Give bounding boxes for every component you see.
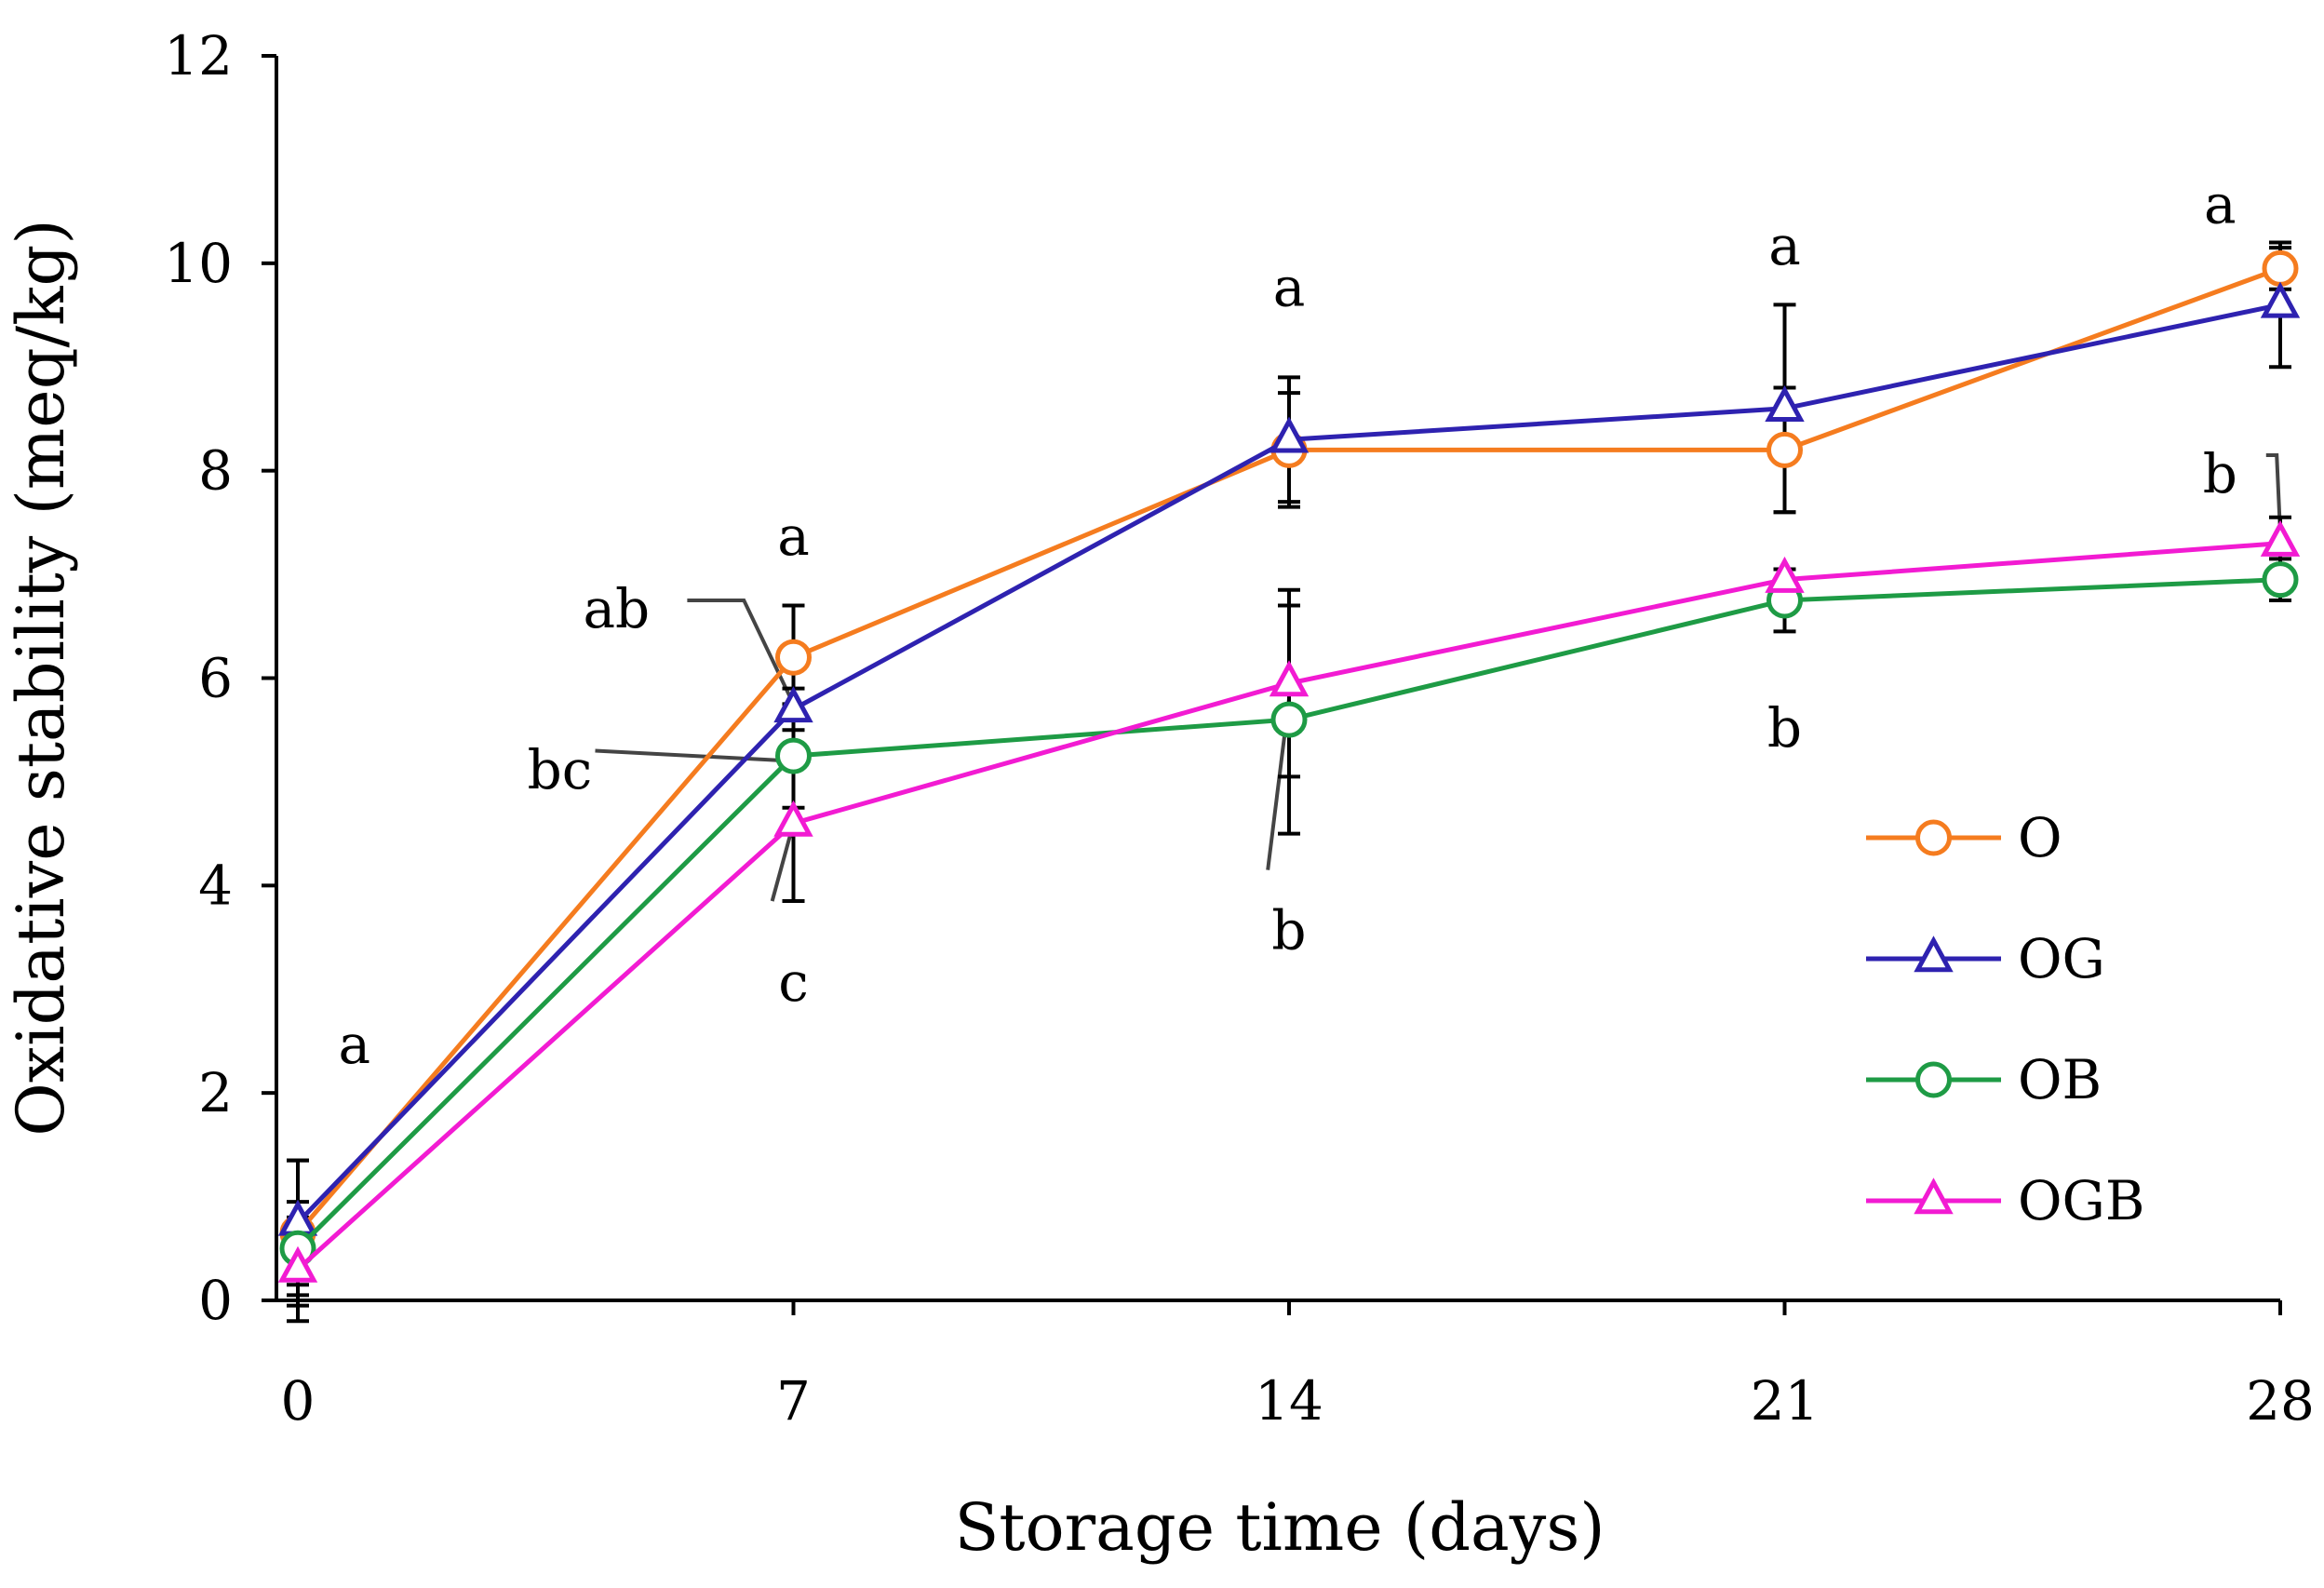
y-tick-label: 12 bbox=[164, 24, 233, 87]
legend-item-OB: OB bbox=[1866, 1048, 2102, 1111]
series-OGB bbox=[277, 519, 2301, 1283]
y-tick-label: 10 bbox=[164, 232, 233, 295]
y-tick-label: 8 bbox=[198, 439, 233, 503]
x-axis-title: Storage time (days) bbox=[954, 1489, 1605, 1566]
callout-line bbox=[595, 748, 794, 763]
significance-label: a bbox=[1273, 256, 1306, 319]
series-OB bbox=[279, 561, 2299, 1267]
legend-item-OG: OG bbox=[1866, 927, 2105, 990]
x-tick-label: 7 bbox=[776, 1369, 811, 1433]
y-axis-title: Oxidative stability (meq/kg) bbox=[3, 219, 79, 1136]
data-point-OB bbox=[775, 737, 812, 774]
legend-label: OB bbox=[2018, 1048, 2102, 1111]
y-tick-label: 2 bbox=[198, 1061, 233, 1124]
legend: O OG OB OGB bbox=[1866, 806, 2145, 1232]
x-tick-label: 14 bbox=[1255, 1369, 1323, 1433]
series-OG bbox=[277, 281, 2301, 1236]
significance-label: c bbox=[778, 950, 808, 1014]
legend-item-O: O bbox=[1866, 806, 2062, 869]
significance-label: a bbox=[1768, 214, 1801, 277]
x-tick-label: 28 bbox=[2246, 1369, 2315, 1433]
y-axis-ticks: 0 2 4 6 8 10 12 bbox=[164, 24, 276, 1332]
significance-label: b bbox=[1767, 696, 1802, 760]
legend-label: OG bbox=[2018, 927, 2105, 990]
legend-marker bbox=[1914, 1178, 1954, 1215]
significance-label: b bbox=[1271, 898, 1306, 962]
data-point-OB bbox=[2262, 561, 2299, 599]
y-tick-label: 4 bbox=[198, 854, 233, 917]
data-point-OGB bbox=[1765, 556, 1805, 593]
data-point-OGB bbox=[773, 800, 813, 837]
data-point-OG bbox=[2260, 281, 2301, 318]
y-tick-label: 6 bbox=[198, 647, 233, 710]
data-point-OGB bbox=[2260, 519, 2301, 557]
significance-label: b bbox=[2203, 442, 2237, 505]
legend-marker bbox=[1915, 819, 1952, 856]
data-point-O bbox=[1767, 431, 1803, 468]
legend-label: O bbox=[2018, 806, 2062, 869]
data-point-O bbox=[2262, 249, 2299, 287]
significance-label: ab bbox=[583, 577, 650, 640]
significance-label: a bbox=[777, 505, 810, 568]
data-point-OG bbox=[773, 686, 813, 723]
x-axis-ticks: 0 7 14 21 28 bbox=[281, 1300, 2315, 1433]
data-point-OGB bbox=[1269, 660, 1310, 697]
data-series bbox=[277, 249, 2301, 1283]
legend-marker bbox=[1915, 1061, 1952, 1098]
data-point-OG bbox=[1269, 416, 1310, 453]
x-tick-label: 21 bbox=[1751, 1369, 1820, 1433]
significance-label: bc bbox=[528, 738, 593, 801]
legend-marker bbox=[1914, 935, 1954, 973]
callout-line bbox=[2265, 452, 2282, 533]
x-tick-label: 0 bbox=[281, 1369, 316, 1433]
data-point-O bbox=[775, 639, 812, 676]
data-point-OGB bbox=[277, 1245, 318, 1283]
significance-label: a bbox=[339, 1013, 371, 1076]
significance-label: a bbox=[2204, 173, 2237, 236]
callout-line bbox=[687, 598, 796, 706]
legend-label: OGB bbox=[2018, 1169, 2145, 1232]
data-point-OB bbox=[1270, 701, 1308, 738]
y-tick-label: 0 bbox=[198, 1269, 233, 1332]
data-point-OG bbox=[1765, 385, 1805, 423]
legend-item-OGB: OGB bbox=[1866, 1169, 2145, 1232]
